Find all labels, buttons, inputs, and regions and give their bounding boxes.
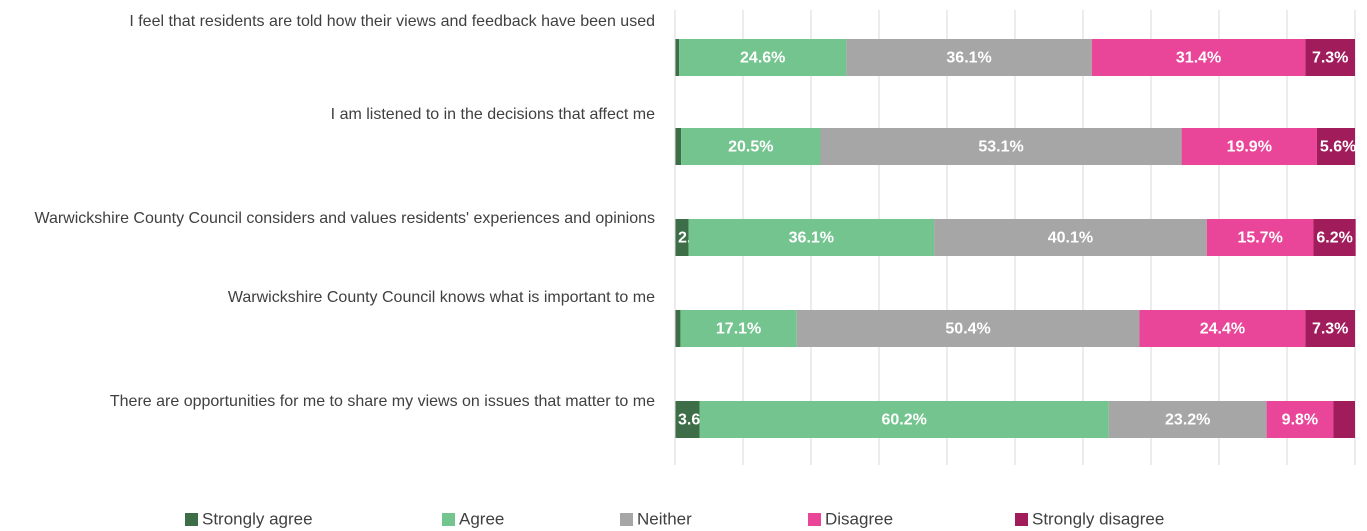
data-label: 19.9% [1227,139,1272,156]
category-label: There are opportunities for me to share … [109,393,655,410]
legend-label: Disagree [825,509,893,528]
bar-segment [1305,39,1355,76]
bar-segment [846,39,1092,76]
data-label: 20.5% [728,139,773,156]
bar-segment [796,310,1140,347]
legend-swatch [185,513,198,526]
bar-segment [1313,219,1356,256]
bar-segment [688,219,935,256]
bar-segment [675,219,689,256]
data-label: 17.1% [716,321,761,338]
data-label: 7.3% [1312,50,1348,67]
bar-segment [699,401,1109,438]
bar-segment [1206,219,1314,256]
bar-segment [1305,310,1355,347]
category-label: I am listened to in the decisions that a… [330,106,655,123]
bar-segment [675,39,680,76]
category-label: I feel that residents are told how their… [129,13,655,30]
bar-segment [934,219,1207,256]
bar-segment [675,401,700,438]
data-label: 40.1% [1048,230,1093,247]
bar-segment [1266,401,1334,438]
bar-segment [681,128,821,165]
data-label: 5.6% [1320,139,1356,156]
legend-swatch [808,513,821,526]
bar-segment [680,310,797,347]
bar-segment [675,310,681,347]
bar-segment [675,128,682,165]
data-label: 31.4% [1176,50,1221,67]
legend-swatch [442,513,455,526]
legend-label: Agree [459,509,504,528]
bar-segment [679,39,847,76]
data-label: 6.2% [1316,230,1352,247]
bar-segment [1091,39,1306,76]
bar-segment [1139,310,1306,347]
data-label: 24.6% [740,50,785,67]
bar-segment [1181,128,1317,165]
data-label: 50.4% [945,321,990,338]
data-label: 7.3% [1312,321,1348,338]
data-label: 36.1% [946,50,991,67]
legend-label: Strongly disagree [1032,509,1164,528]
data-label: 60.2% [881,412,926,429]
legend-label: Strongly agree [202,509,313,528]
bar-segment [820,128,1182,165]
bar-segment [1316,128,1355,165]
category-label: Warwickshire County Council considers an… [34,210,655,227]
data-label: 9.8% [1282,412,1318,429]
data-label: 24.4% [1200,321,1245,338]
bar-segment [1333,401,1355,438]
legend-label: Neither [637,509,692,528]
bar-segment [1108,401,1267,438]
data-label: 36.1% [789,230,834,247]
data-label: 53.1% [978,139,1023,156]
data-label: 23.2% [1165,412,1210,429]
legend-swatch [1015,513,1028,526]
category-label: Warwickshire County Council knows what i… [227,289,655,306]
legend-swatch [620,513,633,526]
data-label: 15.7% [1237,230,1282,247]
